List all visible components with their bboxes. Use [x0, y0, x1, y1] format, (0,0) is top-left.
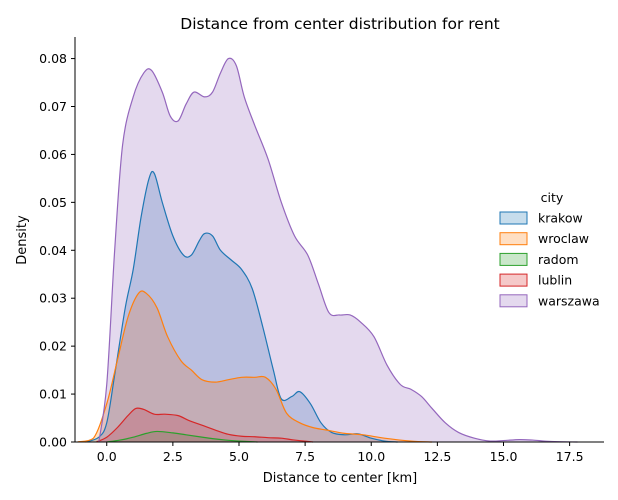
density-line-radom — [106, 430, 258, 443]
density-area-wroclaw — [77, 290, 433, 442]
legend-swatch-warszawa — [499, 294, 528, 308]
y-tick-label: 0.03 — [39, 291, 67, 306]
x-ticks: 0.0 2.5 5.0 7.5 10.0 12.5 15.0 17.5 — [97, 442, 584, 464]
y-ticks: 0.00 0.01 0.02 0.03 0.04 0.05 0.06 0.07 0.08 — [39, 51, 75, 450]
legend-title: city — [541, 190, 564, 205]
density-area-warszawa — [98, 58, 578, 442]
y-tick-label: 0.04 — [39, 243, 67, 258]
axes — [74, 37, 604, 443]
legend-swatch-lublin — [499, 273, 528, 287]
density-fills — [77, 58, 578, 442]
legend-swatch-krakow — [499, 211, 528, 225]
x-tick-label: 17.5 — [556, 449, 584, 464]
density-lines — [77, 57, 578, 443]
x-tick-label: 10.0 — [357, 449, 385, 464]
density-area-krakow — [85, 171, 398, 442]
legend-label-wroclaw: wroclaw — [538, 231, 589, 246]
y-tick-label: 0.08 — [39, 51, 67, 66]
legend-label-radom: radom — [538, 252, 579, 267]
x-tick-label: 7.5 — [295, 449, 315, 464]
legend-label-krakow: krakow — [538, 211, 583, 226]
density-area-lublin — [96, 408, 314, 442]
y-axis-title: Density — [15, 215, 30, 265]
y-tick-label: 0.06 — [39, 147, 67, 162]
x-tick-label: 12.5 — [423, 449, 451, 464]
x-tick-label: 0.0 — [97, 449, 117, 464]
density-line-warszawa — [98, 57, 578, 443]
x-tick-label: 5.0 — [229, 449, 249, 464]
y-tick-label: 0.01 — [39, 387, 67, 402]
x-tick-label: 15.0 — [490, 449, 518, 464]
legend-label-warszawa: warszawa — [538, 293, 600, 308]
legend-swatch-wroclaw — [499, 232, 528, 246]
y-tick-label: 0.02 — [39, 339, 67, 354]
density-line-lublin — [95, 407, 314, 443]
legend-label-lublin: lublin — [538, 273, 572, 288]
y-tick-label: 0.07 — [39, 99, 67, 114]
legend-swatch-radom — [499, 252, 528, 266]
x-axis-title: Distance to center [km] — [263, 471, 417, 486]
y-tick-label: 0.05 — [39, 195, 67, 210]
x-tick-label: 2.5 — [163, 449, 183, 464]
density-line-wroclaw — [77, 290, 433, 443]
y-tick-label: 0.00 — [39, 435, 67, 450]
legend: city krakow wroclaw radom lublin warszawa — [499, 190, 600, 308]
chart-title: Distance from center distribution for re… — [180, 15, 499, 33]
